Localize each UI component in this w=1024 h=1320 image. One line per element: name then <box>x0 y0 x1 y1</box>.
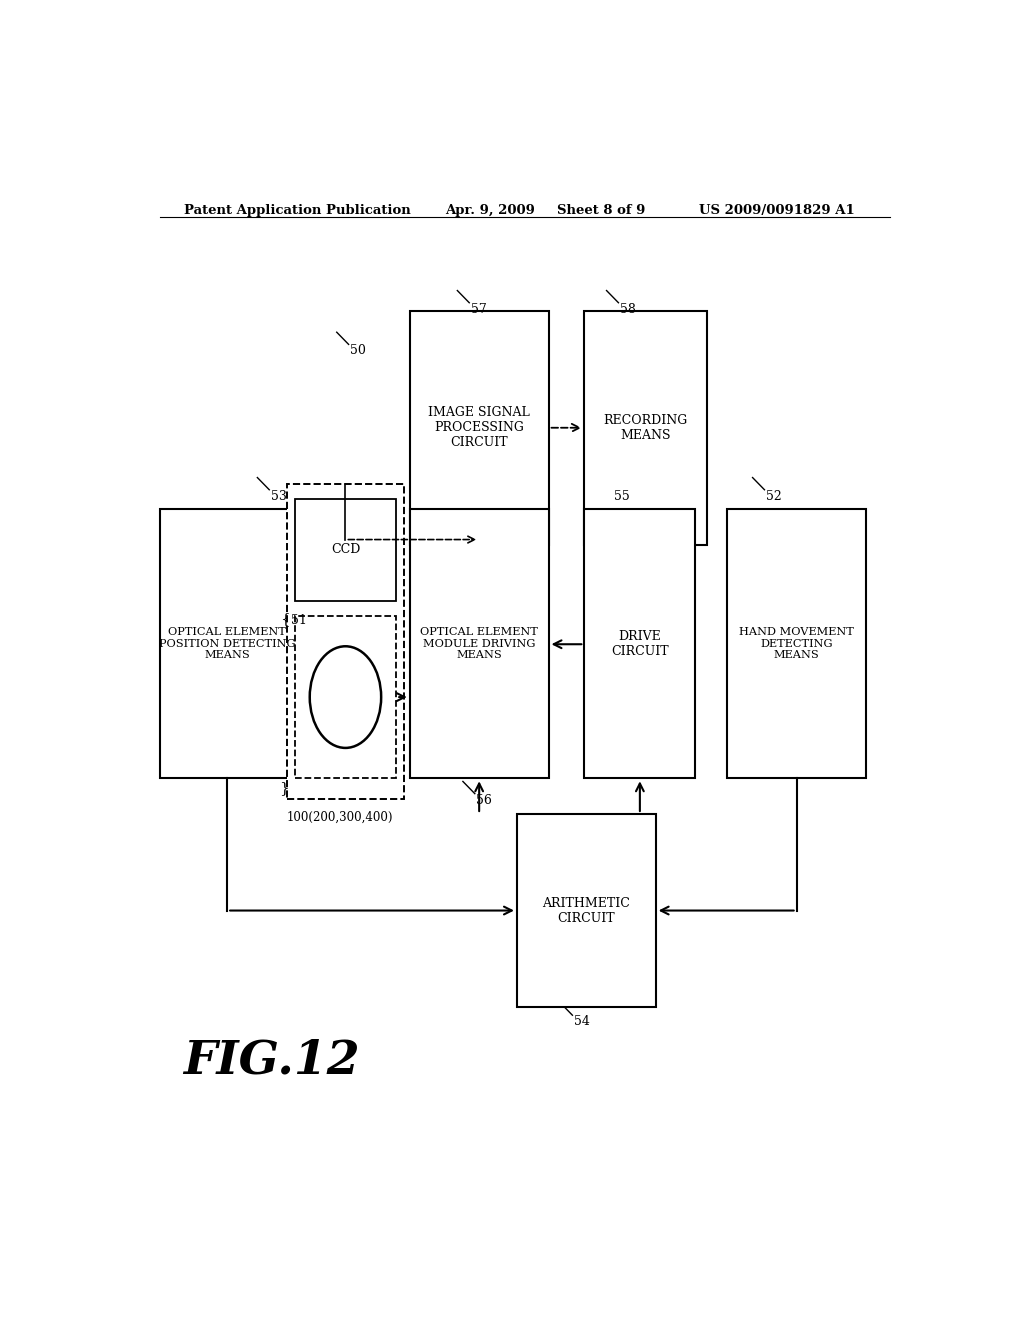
Text: 55: 55 <box>613 490 630 503</box>
Bar <box>410 510 549 779</box>
Text: Patent Application Publication: Patent Application Publication <box>183 205 411 216</box>
Bar <box>727 510 866 779</box>
Text: RECORDING
MEANS: RECORDING MEANS <box>604 413 688 442</box>
Text: OPTICAL ELEMENT
POSITION DETECTING
MEANS: OPTICAL ELEMENT POSITION DETECTING MEANS <box>159 627 296 660</box>
Text: 51: 51 <box>291 614 306 627</box>
Text: DRIVE
CIRCUIT: DRIVE CIRCUIT <box>611 630 669 657</box>
Text: Sheet 8 of 9: Sheet 8 of 9 <box>557 205 645 216</box>
Text: 56: 56 <box>476 793 493 807</box>
Text: IMAGE SIGNAL
PROCESSING
CIRCUIT: IMAGE SIGNAL PROCESSING CIRCUIT <box>428 407 530 449</box>
Text: 58: 58 <box>620 302 636 315</box>
Ellipse shape <box>309 647 381 748</box>
Text: 57: 57 <box>471 302 486 315</box>
Text: Apr. 9, 2009: Apr. 9, 2009 <box>445 205 536 216</box>
Bar <box>160 510 295 779</box>
Text: OPTICAL ELEMENT
MODULE DRIVING
MEANS: OPTICAL ELEMENT MODULE DRIVING MEANS <box>420 627 538 660</box>
Text: FIG.12: FIG.12 <box>183 1038 360 1084</box>
Bar <box>410 312 549 545</box>
Bar <box>295 499 396 601</box>
Text: HAND MOVEMENT
DETECTING
MEANS: HAND MOVEMENT DETECTING MEANS <box>739 627 854 660</box>
Text: 53: 53 <box>270 490 287 503</box>
Text: 54: 54 <box>574 1015 590 1028</box>
Text: }: } <box>279 781 289 796</box>
Bar <box>585 510 695 779</box>
Text: 50: 50 <box>350 345 367 358</box>
Text: ARITHMETIC
CIRCUIT: ARITHMETIC CIRCUIT <box>543 896 630 924</box>
Text: {: { <box>281 612 290 626</box>
Bar <box>585 312 708 545</box>
Text: US 2009/0091829 A1: US 2009/0091829 A1 <box>699 205 855 216</box>
Text: 52: 52 <box>766 490 781 503</box>
Text: CCD: CCD <box>331 544 360 556</box>
Bar <box>287 483 404 799</box>
Text: 100(200,300,400): 100(200,300,400) <box>287 810 393 824</box>
Bar <box>295 615 396 779</box>
Bar <box>517 814 655 1007</box>
